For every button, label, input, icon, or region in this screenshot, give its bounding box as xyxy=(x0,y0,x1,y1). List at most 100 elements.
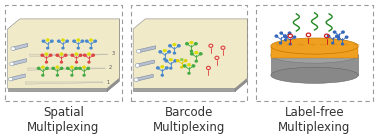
Circle shape xyxy=(79,67,81,69)
Circle shape xyxy=(42,40,45,42)
Ellipse shape xyxy=(271,47,358,63)
Circle shape xyxy=(62,47,64,49)
Circle shape xyxy=(195,60,197,62)
Circle shape xyxy=(174,52,175,54)
Circle shape xyxy=(76,61,77,63)
Circle shape xyxy=(180,58,183,61)
Circle shape xyxy=(61,39,65,41)
Polygon shape xyxy=(107,19,119,91)
Circle shape xyxy=(56,66,59,68)
Circle shape xyxy=(342,31,344,33)
Circle shape xyxy=(10,62,14,66)
Circle shape xyxy=(333,31,336,33)
Circle shape xyxy=(42,74,44,76)
Circle shape xyxy=(47,47,49,49)
Circle shape xyxy=(86,40,88,42)
Polygon shape xyxy=(30,54,107,56)
Circle shape xyxy=(60,61,62,63)
Circle shape xyxy=(87,53,91,55)
Circle shape xyxy=(64,54,67,56)
Circle shape xyxy=(187,63,191,66)
Circle shape xyxy=(70,66,74,68)
Circle shape xyxy=(87,67,90,69)
Polygon shape xyxy=(235,19,247,91)
X-axis label: Barcode
Multiplexing: Barcode Multiplexing xyxy=(153,106,225,134)
Circle shape xyxy=(73,40,75,42)
Circle shape xyxy=(45,61,47,63)
Circle shape xyxy=(60,67,63,69)
Circle shape xyxy=(280,32,282,34)
Circle shape xyxy=(94,40,96,42)
Circle shape xyxy=(45,53,48,55)
Polygon shape xyxy=(271,55,358,75)
Circle shape xyxy=(77,39,80,41)
Circle shape xyxy=(41,66,45,68)
Circle shape xyxy=(174,60,177,62)
Circle shape xyxy=(136,49,141,53)
Circle shape xyxy=(89,39,93,41)
Polygon shape xyxy=(25,82,103,84)
Circle shape xyxy=(284,39,287,41)
Circle shape xyxy=(90,47,92,49)
Circle shape xyxy=(11,47,15,50)
Circle shape xyxy=(81,40,84,42)
Circle shape xyxy=(82,66,86,68)
Text: 3: 3 xyxy=(111,51,114,55)
Circle shape xyxy=(60,53,63,55)
Circle shape xyxy=(46,67,48,69)
Circle shape xyxy=(341,43,344,45)
Polygon shape xyxy=(12,59,26,65)
Circle shape xyxy=(77,47,79,49)
Polygon shape xyxy=(133,19,247,88)
Circle shape xyxy=(75,53,78,55)
Circle shape xyxy=(288,32,291,34)
Circle shape xyxy=(186,43,188,45)
Circle shape xyxy=(332,42,334,44)
Circle shape xyxy=(285,36,287,38)
Circle shape xyxy=(177,60,179,62)
Circle shape xyxy=(170,67,172,69)
Circle shape xyxy=(168,51,170,53)
Circle shape xyxy=(173,43,176,46)
Circle shape xyxy=(66,40,68,42)
Circle shape xyxy=(41,54,43,56)
Polygon shape xyxy=(136,74,153,81)
X-axis label: Label-free
Multiplexing: Label-free Multiplexing xyxy=(278,106,351,134)
Circle shape xyxy=(156,67,159,69)
Ellipse shape xyxy=(271,38,358,54)
Circle shape xyxy=(195,51,198,54)
Circle shape xyxy=(164,58,166,60)
Polygon shape xyxy=(13,43,28,50)
Circle shape xyxy=(134,78,138,82)
Text: 2: 2 xyxy=(109,65,112,70)
Circle shape xyxy=(165,60,168,62)
Polygon shape xyxy=(271,47,358,58)
Circle shape xyxy=(191,50,192,52)
Circle shape xyxy=(293,36,296,38)
Circle shape xyxy=(50,54,52,56)
Circle shape xyxy=(135,64,139,67)
Circle shape xyxy=(191,53,193,55)
Circle shape xyxy=(75,67,77,69)
Circle shape xyxy=(190,41,193,44)
Text: 1: 1 xyxy=(107,80,110,85)
Circle shape xyxy=(284,35,286,37)
Circle shape xyxy=(71,74,73,76)
Circle shape xyxy=(83,74,85,76)
Circle shape xyxy=(57,40,60,42)
Circle shape xyxy=(336,35,338,37)
Circle shape xyxy=(56,54,59,56)
Circle shape xyxy=(184,60,187,62)
Circle shape xyxy=(183,65,186,67)
Polygon shape xyxy=(28,68,105,70)
Circle shape xyxy=(46,39,50,41)
Polygon shape xyxy=(8,88,107,91)
Circle shape xyxy=(280,42,282,44)
Ellipse shape xyxy=(271,67,358,83)
Circle shape xyxy=(8,77,13,81)
Circle shape xyxy=(56,74,58,76)
Circle shape xyxy=(289,43,291,45)
Circle shape xyxy=(337,36,339,38)
Circle shape xyxy=(169,45,171,47)
Circle shape xyxy=(181,66,183,68)
